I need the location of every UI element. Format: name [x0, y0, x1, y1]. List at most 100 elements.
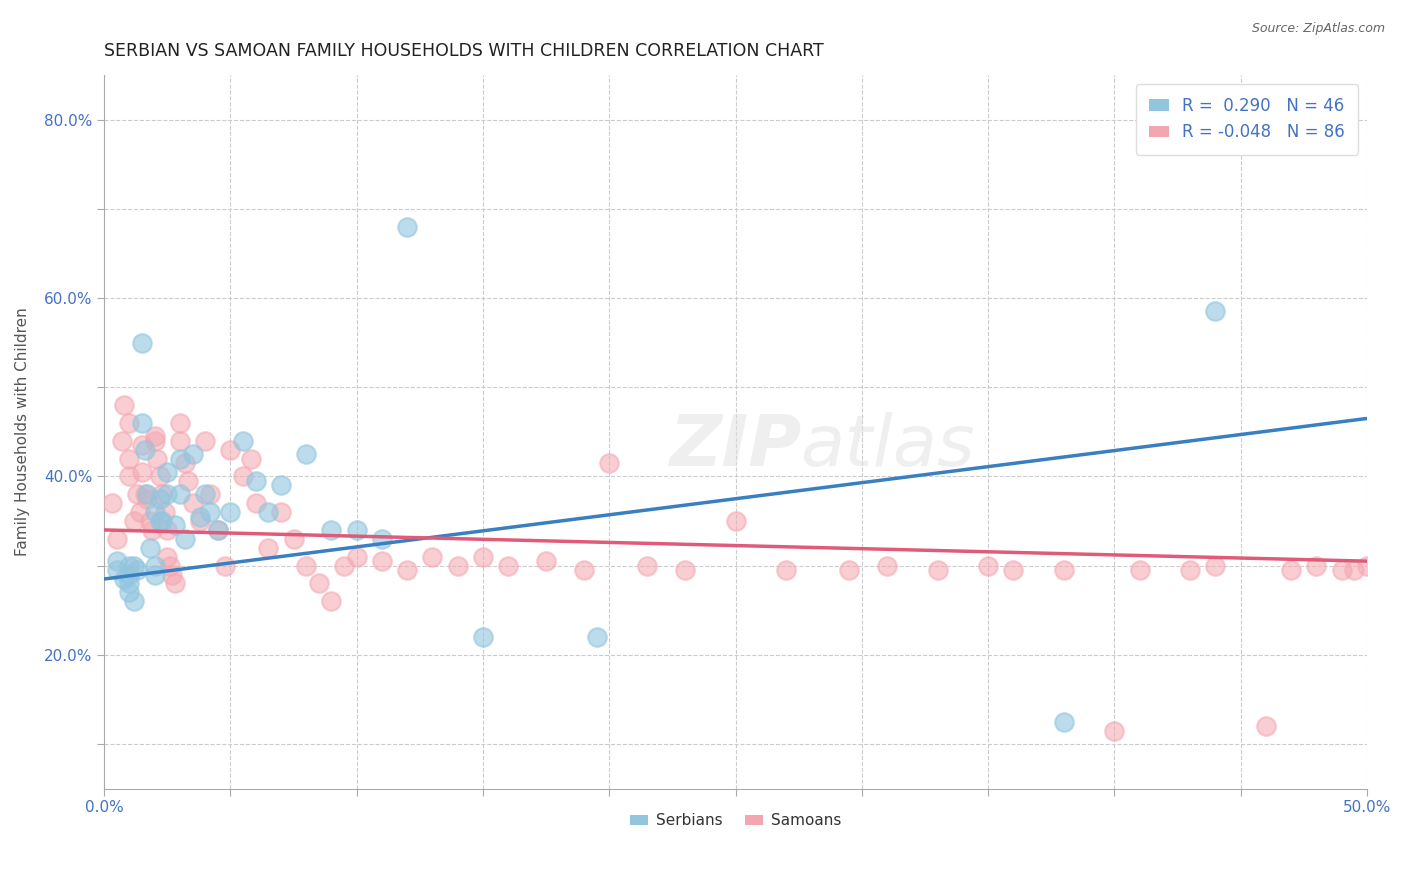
Point: [149, 491, 172, 506]
Point: [214, 558, 236, 573]
Point: [136, 491, 159, 506]
Point: [270, 478, 292, 492]
Point: [1330, 563, 1353, 577]
Point: [200, 505, 222, 519]
Y-axis label: Family Households with Children: Family Households with Children: [15, 308, 30, 557]
Point: [124, 514, 146, 528]
Point: [128, 505, 150, 519]
Point: [1355, 558, 1378, 573]
Point: [125, 487, 148, 501]
Point: [156, 549, 179, 564]
Point: [143, 505, 166, 519]
Point: [775, 563, 797, 577]
Point: [1204, 558, 1226, 573]
Point: [124, 594, 146, 608]
Point: [156, 487, 179, 501]
Point: [534, 554, 557, 568]
Point: [1204, 304, 1226, 318]
Point: [118, 469, 141, 483]
Point: [181, 496, 204, 510]
Point: [572, 563, 595, 577]
Point: [112, 572, 135, 586]
Point: [346, 549, 368, 564]
Point: [245, 496, 267, 510]
Point: [1381, 563, 1403, 577]
Point: [1104, 723, 1126, 738]
Point: [188, 514, 211, 528]
Point: [257, 505, 280, 519]
Point: [447, 558, 470, 573]
Point: [150, 487, 173, 501]
Point: [150, 514, 173, 528]
Point: [295, 558, 318, 573]
Point: [131, 438, 153, 452]
Point: [174, 456, 197, 470]
Point: [1178, 563, 1201, 577]
Point: [143, 434, 166, 448]
Point: [188, 509, 211, 524]
Point: [1343, 563, 1365, 577]
Point: [174, 532, 197, 546]
Point: [131, 465, 153, 479]
Point: [270, 505, 292, 519]
Point: [159, 558, 181, 573]
Text: Source: ZipAtlas.com: Source: ZipAtlas.com: [1251, 22, 1385, 36]
Point: [308, 576, 330, 591]
Point: [496, 558, 519, 573]
Point: [105, 532, 128, 546]
Point: [156, 523, 179, 537]
Point: [149, 469, 172, 483]
Point: [636, 558, 658, 573]
Point: [219, 442, 242, 457]
Point: [143, 558, 166, 573]
Point: [118, 451, 141, 466]
Point: [134, 487, 156, 501]
Point: [200, 487, 222, 501]
Point: [162, 567, 184, 582]
Point: [1254, 719, 1277, 733]
Point: [141, 523, 163, 537]
Point: [105, 554, 128, 568]
Point: [181, 447, 204, 461]
Point: [194, 487, 217, 501]
Point: [472, 549, 495, 564]
Point: [472, 630, 495, 644]
Point: [169, 487, 191, 501]
Point: [346, 523, 368, 537]
Point: [194, 434, 217, 448]
Text: atlas: atlas: [800, 411, 974, 481]
Point: [232, 469, 254, 483]
Point: [1053, 563, 1076, 577]
Point: [100, 496, 122, 510]
Point: [838, 563, 860, 577]
Point: [143, 567, 166, 582]
Point: [125, 563, 148, 577]
Point: [163, 576, 186, 591]
Point: [207, 523, 229, 537]
Point: [146, 451, 169, 466]
Point: [295, 447, 318, 461]
Point: [143, 429, 166, 443]
Point: [1053, 714, 1076, 729]
Point: [138, 514, 160, 528]
Point: [219, 505, 242, 519]
Point: [163, 518, 186, 533]
Point: [118, 576, 141, 591]
Point: [239, 451, 262, 466]
Point: [585, 630, 607, 644]
Point: [673, 563, 696, 577]
Point: [131, 335, 153, 350]
Point: [232, 434, 254, 448]
Point: [245, 474, 267, 488]
Point: [876, 558, 898, 573]
Point: [371, 532, 394, 546]
Point: [124, 558, 146, 573]
Point: [724, 514, 747, 528]
Point: [156, 465, 179, 479]
Point: [118, 558, 141, 573]
Point: [111, 434, 134, 448]
Point: [977, 558, 1000, 573]
Point: [118, 416, 141, 430]
Point: [422, 549, 444, 564]
Point: [131, 416, 153, 430]
